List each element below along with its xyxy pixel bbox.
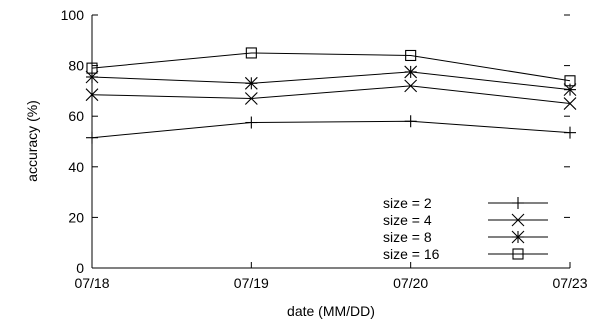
y-tick-label: 60 (68, 108, 84, 124)
data-point (564, 75, 576, 87)
legend-marker (511, 213, 525, 227)
x-axis-label: date (MM/DD) (287, 303, 375, 319)
data-point (86, 62, 98, 74)
x-tick-label: 07/18 (74, 275, 109, 291)
series-line (91, 85, 571, 105)
series-layer (85, 47, 577, 144)
series-line (91, 120, 571, 139)
legend-marker (512, 197, 524, 209)
y-ticks: 0 20 40 60 80 100 (61, 7, 570, 276)
legend-item: size = 4 (383, 212, 548, 228)
legend-label: size = 2 (383, 195, 432, 211)
y-tick-label: 80 (68, 58, 84, 74)
y-tick-label: 0 (76, 260, 84, 276)
series-cross (85, 79, 577, 110)
x-tick-label: 07/19 (234, 275, 269, 291)
legend-label: size = 8 (383, 229, 432, 245)
data-point (244, 92, 258, 105)
y-tick-label: 20 (68, 209, 84, 225)
legend-label: size = 4 (383, 212, 432, 228)
data-point (245, 47, 257, 59)
plot-frame (91, 15, 570, 269)
y-tick-label: 100 (61, 7, 85, 23)
legend-marker (512, 248, 524, 260)
legend-item: size = 2 (383, 195, 548, 211)
legend-marker (511, 230, 525, 244)
legend-item: size = 16 (383, 246, 548, 262)
data-point (245, 116, 258, 129)
data-point (563, 97, 577, 110)
series-square (86, 47, 576, 87)
data-point (405, 49, 417, 62)
x-tick-label: 07/20 (393, 275, 428, 291)
series-plus (86, 115, 576, 144)
series-line (91, 52, 571, 82)
data-point (404, 79, 418, 93)
data-point (244, 76, 258, 90)
x-tick-label: 07/23 (552, 275, 587, 291)
legend-item: size = 8 (383, 229, 548, 245)
data-point (404, 115, 417, 128)
data-point (86, 131, 98, 144)
data-point (564, 126, 576, 139)
legend-label: size = 16 (383, 246, 440, 262)
y-axis-label: accuracy (%) (24, 100, 40, 182)
data-point (404, 65, 418, 79)
y-tick-label: 40 (68, 159, 84, 175)
series-line (91, 71, 571, 91)
x-ticks: 07/18 07/19 07/20 07/23 (74, 262, 588, 291)
data-point (85, 88, 99, 102)
